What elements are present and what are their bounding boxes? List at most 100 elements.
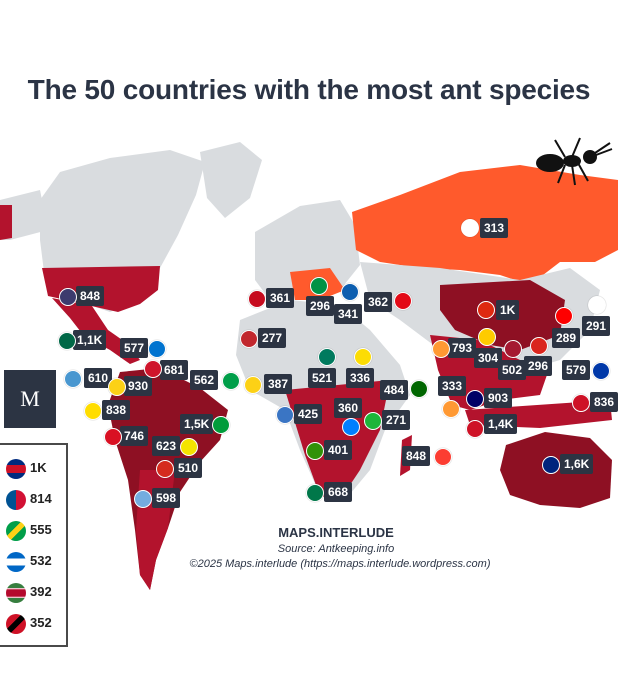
maps-interlude-logo: M: [4, 370, 56, 428]
flag-icon: [592, 362, 610, 380]
label-guyana: 562: [190, 370, 219, 390]
label-south-africa: 668: [324, 482, 353, 502]
label-kenya: 484: [380, 380, 409, 400]
flag-icon: [461, 219, 479, 237]
flag-icon: [410, 380, 428, 398]
label-colombia: 930: [124, 376, 153, 396]
flag-icon: [466, 390, 484, 408]
flag-icon: [342, 418, 360, 436]
flag-icon: [244, 376, 262, 394]
label-zimbabwe: 401: [324, 440, 353, 460]
label-bolivia: 623: [152, 436, 181, 456]
label-india: 793: [448, 338, 477, 358]
flag-icon: [306, 484, 324, 502]
flag-icon: [394, 292, 412, 310]
label-guatemala: 610: [84, 368, 113, 388]
flag-icon: [58, 332, 76, 350]
label-italy: 296: [306, 296, 335, 316]
copyright-notice: ©2025 Maps.interlude (https://maps.inter…: [189, 558, 491, 570]
flag-icon: [364, 412, 382, 430]
label-honduras: 577: [120, 338, 149, 358]
label-uganda: 336: [346, 368, 375, 388]
flag-icon: [466, 420, 484, 438]
source-credit: Source: Antkeeping.info: [277, 543, 395, 555]
flag-icon: [6, 521, 26, 541]
legend-panel: 1K 814 555 532 392 352: [0, 443, 68, 647]
label-thailand: 502: [498, 360, 527, 380]
flag-icon: [148, 340, 166, 358]
flag-icon: [276, 406, 294, 424]
label-spain: 361: [266, 288, 295, 308]
flag-icon: [477, 301, 495, 319]
page-title: The 50 countries with the most ant speci…: [27, 74, 591, 105]
ant-icon: [536, 137, 613, 186]
flag-icon: [180, 438, 198, 456]
label-gabon: 425: [294, 404, 323, 424]
label-malaysia: 903: [484, 388, 513, 408]
flag-icon: [59, 288, 77, 306]
flag-icon: [555, 307, 573, 325]
label-japan: 291: [582, 316, 611, 336]
label-sri-lanka: 333: [438, 376, 467, 396]
label-brazil: 1,5K: [180, 414, 214, 434]
flag-icon: [572, 394, 590, 412]
flag-icon: [530, 337, 548, 355]
label-turkey: 362: [364, 292, 393, 312]
flag-icon: [442, 400, 460, 418]
label-vietnam: 296: [524, 356, 553, 376]
flag-icon: [310, 277, 328, 295]
label-australia: 1,6K: [560, 454, 594, 474]
flag-icon: [6, 614, 26, 634]
brand-name: MAPS.INTERLUDE: [278, 525, 394, 540]
flag-icon: [64, 370, 82, 388]
flag-icon: [104, 428, 122, 446]
flag-icon: [588, 296, 606, 314]
flag-icon: [84, 402, 102, 420]
flag-icon: [108, 378, 126, 396]
label-venezuela: 681: [160, 360, 189, 380]
label-morocco: 277: [258, 328, 287, 348]
label-papua-new-guinea: 836: [590, 392, 618, 412]
flag-icon: [156, 460, 174, 478]
label-argentina: 598: [152, 488, 181, 508]
flag-icon: [318, 348, 336, 366]
label-ghana: 387: [264, 374, 293, 394]
label-philippines: 579: [562, 360, 591, 380]
label-indonesia: 1,4K: [484, 414, 518, 434]
label-taiwan: 289: [552, 328, 581, 348]
flag-icon: [434, 448, 452, 466]
label-greece: 341: [334, 304, 363, 324]
label-cameroon: 521: [308, 368, 337, 388]
flag-icon: [354, 348, 372, 366]
label-dr-congo: 360: [334, 398, 363, 418]
flag-icon: [248, 290, 266, 308]
alaska-shape: [0, 205, 12, 240]
flag-icon: [144, 360, 162, 378]
label-myanmar: 304: [474, 348, 503, 368]
label-tanzania: 271: [382, 410, 411, 430]
label-russia: 313: [480, 218, 509, 238]
flag-icon: [478, 328, 496, 346]
flag-icon: [6, 490, 26, 510]
label-madagascar: 848: [402, 446, 431, 466]
label-ecuador: 838: [102, 400, 131, 420]
flag-icon: [212, 416, 230, 434]
flag-icon: [134, 490, 152, 508]
flag-icon: [240, 330, 258, 348]
label-usa: 848: [76, 286, 105, 306]
flag-icon: [341, 283, 359, 301]
flag-icon: [306, 442, 324, 460]
flag-icon: [432, 340, 450, 358]
flag-icon: [6, 552, 26, 572]
label-mexico: 1,1K: [73, 330, 107, 350]
flag-icon: [504, 340, 522, 358]
label-peru: 746: [120, 426, 149, 446]
label-china: 1K: [496, 300, 520, 320]
flag-icon: [6, 459, 26, 479]
flag-icon: [542, 456, 560, 474]
label-paraguay: 510: [174, 458, 203, 478]
flag-icon: [6, 583, 26, 603]
flag-icon: [222, 372, 240, 390]
greenland-land: [200, 142, 262, 218]
